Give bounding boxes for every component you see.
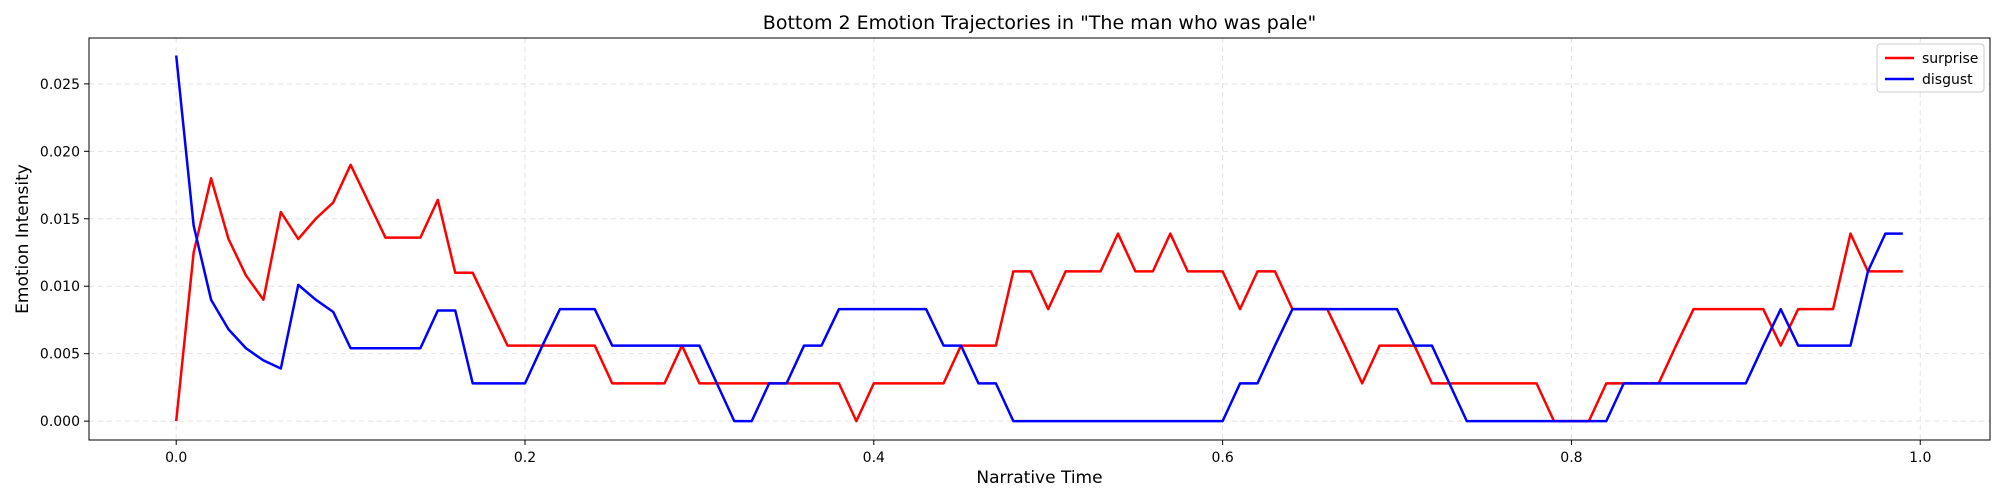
legend: surprise disgust: [1876, 43, 1985, 93]
series-line-disgust: [174, 55, 1903, 423]
x-tick-label: 0.6: [1211, 450, 1233, 466]
x-tick-label: 0.2: [514, 450, 536, 466]
x-axis-label: Narrative Time: [976, 468, 1102, 488]
legend-label-surprise: surprise: [1922, 51, 1978, 67]
grid: [89, 38, 1990, 440]
x-tick-label: 0.4: [863, 450, 885, 466]
plot-frame: [88, 37, 1991, 441]
series-lines: [174, 55, 1903, 423]
y-tick-label: 0.000: [40, 414, 80, 430]
x-tick-label: 0.0: [165, 450, 187, 466]
axis-ticks: 0.0 0.2 0.4 0.6 0.8 1.0 0.000 0.005 0.010 0.015 0.…: [40, 77, 1931, 466]
x-tick-label: 0.8: [1560, 450, 1582, 466]
chart-title: Bottom 2 Emotion Trajectories in "The ma…: [763, 12, 1316, 34]
y-tick-label: 0.010: [40, 279, 80, 295]
y-tick-label: 0.005: [40, 347, 80, 363]
legend-label-disgust: disgust: [1922, 72, 1973, 88]
y-tick-label: 0.020: [40, 144, 80, 160]
y-tick-label: 0.015: [40, 212, 80, 228]
x-tick-label: 1.0: [1909, 450, 1931, 466]
y-axis-label: Emotion Intensity: [13, 164, 33, 314]
y-tick-label: 0.025: [40, 77, 80, 93]
series-line-surprise: [174, 163, 1903, 423]
